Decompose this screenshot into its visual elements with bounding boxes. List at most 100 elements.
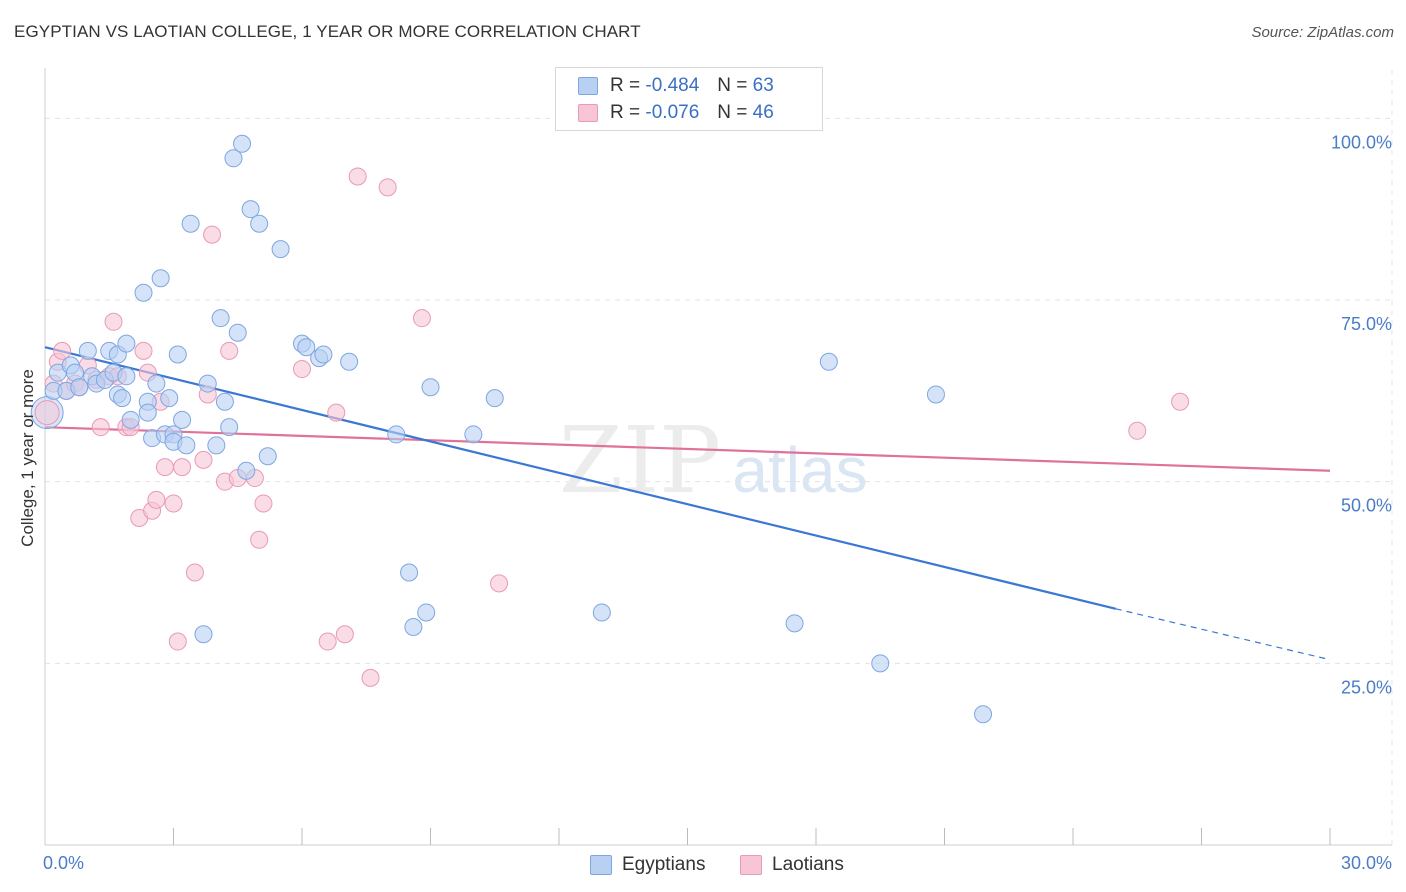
egyptians-legend-swatch xyxy=(590,855,612,875)
laotians-point xyxy=(203,225,222,244)
laotians-point xyxy=(378,178,397,197)
egyptians-point xyxy=(314,345,333,364)
egyptians-swatch xyxy=(578,77,598,95)
laotians-point xyxy=(164,494,183,513)
source-credit: Source: ZipAtlas.com xyxy=(1251,24,1394,41)
egyptians-point xyxy=(926,385,945,404)
egyptians-point xyxy=(340,352,359,371)
grid-lines xyxy=(45,70,1393,845)
egyptians-point xyxy=(147,374,166,393)
laotians-legend-swatch xyxy=(740,855,762,875)
egyptians-point xyxy=(241,200,260,219)
laotians-point xyxy=(168,632,187,651)
laotians-point xyxy=(220,341,239,360)
egyptians-legend-label: Egyptians xyxy=(622,854,706,875)
trend-lines xyxy=(44,346,1331,661)
laotians-point xyxy=(335,625,354,644)
egyptians-point xyxy=(211,309,230,328)
egyptians-point xyxy=(173,410,192,429)
data-points xyxy=(30,134,1190,724)
laotians-point xyxy=(348,167,367,186)
watermark-atlas: atlas xyxy=(732,434,867,506)
egyptians-point xyxy=(181,214,200,233)
laotians-point xyxy=(293,360,311,379)
egyptians-point xyxy=(785,614,804,633)
egyptians-trend-line xyxy=(44,346,1117,610)
egyptians-point xyxy=(819,352,838,371)
egyptians-point xyxy=(974,705,993,724)
egyptians-point xyxy=(297,338,316,357)
laotians-point xyxy=(1128,421,1147,440)
egyptians-point xyxy=(400,563,419,582)
egyptians-point xyxy=(117,334,136,353)
bottom-legend-laotians: Laotians xyxy=(740,852,844,878)
axes xyxy=(44,68,1392,846)
laotians-point xyxy=(34,400,60,426)
egyptians-point xyxy=(271,240,290,259)
y-axis-label: College, 1 year or more xyxy=(18,369,37,547)
laotians-legend-label: Laotians xyxy=(772,854,844,875)
laotians-swatch xyxy=(578,104,598,122)
legend-n-value: 46 xyxy=(752,102,774,123)
laotians-point xyxy=(490,574,509,593)
laotians-point xyxy=(412,309,431,328)
egyptians-point xyxy=(404,618,423,636)
laotians-point xyxy=(194,450,213,469)
legend-n-label: N = xyxy=(717,75,748,96)
stats-legend: R = -0.484 N = 63 R = -0.076 N = 46 xyxy=(555,67,823,131)
legend-r-label: R = xyxy=(610,102,641,123)
y-tick-label: 100.0% xyxy=(1331,132,1392,152)
laotians-point xyxy=(361,668,380,687)
egyptians-point xyxy=(220,418,239,437)
laotians-point xyxy=(185,563,204,582)
egyptians-point xyxy=(121,410,140,429)
laotians-point xyxy=(254,494,273,513)
laotians-point xyxy=(1171,392,1190,411)
legend-row-egyptians: R = -0.484 N = 63 xyxy=(578,74,774,98)
y-tick-label: 50.0% xyxy=(1341,496,1392,516)
egyptians-point xyxy=(215,392,234,411)
laotians-trend-line xyxy=(44,426,1331,472)
egyptians-point xyxy=(151,269,170,288)
laotians-point xyxy=(155,458,174,477)
watermark: ZIP atlas xyxy=(559,407,868,514)
laotians-point xyxy=(147,490,166,509)
egyptians-point xyxy=(168,345,187,364)
egyptians-trend-extension xyxy=(1115,608,1331,661)
egyptians-point xyxy=(592,603,611,622)
tick-labels: 25.0% 50.0% 75.0% 100.0% 0.0% 30.0% xyxy=(43,132,1392,873)
laotians-point xyxy=(104,312,123,331)
egyptians-point xyxy=(871,654,890,673)
egyptians-point xyxy=(421,378,440,397)
legend-r-label: R = xyxy=(610,75,641,96)
laotians-point xyxy=(327,403,346,422)
egyptians-point xyxy=(138,403,157,422)
egyptians-point xyxy=(464,425,483,444)
egyptians-point xyxy=(417,603,436,622)
laotians-point xyxy=(250,530,269,549)
y-tick-label: 75.0% xyxy=(1341,314,1392,334)
egyptians-point xyxy=(485,389,504,408)
legend-row-laotians: R = -0.076 N = 46 xyxy=(578,101,774,125)
egyptians-point xyxy=(70,378,89,397)
egyptians-point xyxy=(207,436,226,455)
legend-n-label: N = xyxy=(717,102,748,123)
egyptians-point xyxy=(198,374,217,393)
egyptians-point xyxy=(224,149,243,168)
egyptians-point xyxy=(387,425,406,444)
egyptians-point xyxy=(228,323,247,342)
laotians-point xyxy=(173,458,192,477)
chart-title: EGYPTIAN VS LAOTIAN COLLEGE, 1 YEAR OR M… xyxy=(14,22,641,41)
egyptians-point xyxy=(113,389,132,408)
egyptians-point xyxy=(237,461,256,480)
egyptians-point xyxy=(233,134,252,153)
egyptians-point xyxy=(134,283,153,302)
laotians-point xyxy=(53,341,72,360)
legend-n-value: 63 xyxy=(752,75,774,96)
laotians-point xyxy=(91,418,110,437)
laotians-point xyxy=(318,632,337,651)
egyptians-point xyxy=(177,436,196,455)
x-tick-label-min: 0.0% xyxy=(43,853,84,873)
egyptians-point xyxy=(78,341,97,360)
